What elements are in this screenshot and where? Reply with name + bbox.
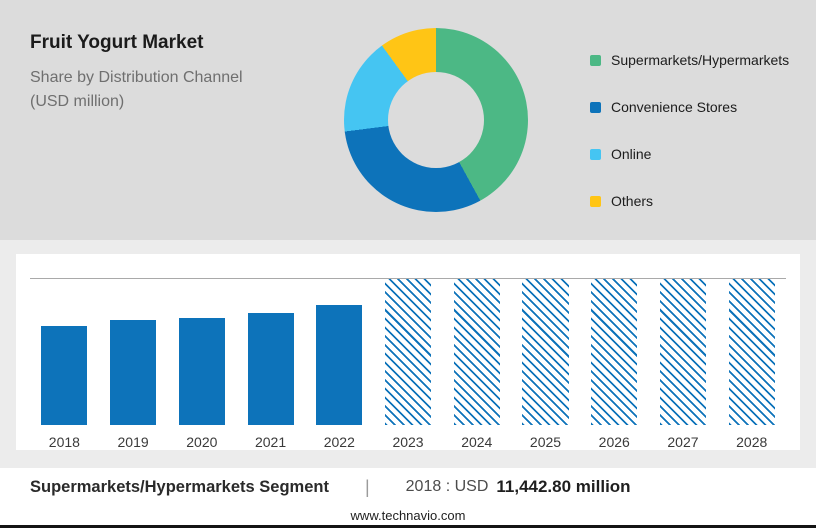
bar-slot-2028 bbox=[717, 279, 786, 425]
bar-slot-2022 bbox=[305, 279, 374, 425]
legend-swatch-icon bbox=[590, 101, 601, 113]
forecast-bar-2023 bbox=[385, 279, 432, 425]
x-label-2026: 2026 bbox=[598, 434, 630, 450]
x-label-2019: 2019 bbox=[117, 434, 149, 450]
bar-2021 bbox=[247, 312, 294, 425]
legend-item-supermarkets-hypermarkets: Supermarkets/Hypermarkets bbox=[590, 52, 804, 68]
forecast-bar-2027 bbox=[659, 279, 706, 425]
bar-slot-2020 bbox=[167, 279, 236, 425]
x-label-2023: 2023 bbox=[392, 434, 424, 450]
bar-chart-panel: 2018 2019 2020 2021 2022 2023 2024 2025 2026 2027… bbox=[16, 254, 800, 450]
x-label-2027: 2027 bbox=[667, 434, 699, 450]
bars-row bbox=[30, 278, 786, 425]
forecast-bar-2024 bbox=[453, 279, 500, 425]
legend-item-others: Others bbox=[590, 193, 804, 209]
bar-2020 bbox=[178, 318, 225, 425]
x-label-2021: 2021 bbox=[254, 434, 287, 450]
page-title: Fruit Yogurt Market bbox=[30, 32, 204, 53]
legend-item-convenience-stores: Convenience Stores bbox=[590, 99, 804, 115]
legend-swatch-icon bbox=[590, 148, 601, 160]
bar-slot-2021 bbox=[236, 279, 305, 425]
value-prefix: 2018 : USD bbox=[405, 478, 489, 495]
bar-slot-2023 bbox=[374, 279, 443, 425]
legend-label: Supermarkets/Hypermarkets bbox=[611, 52, 790, 68]
legend-label: Convenience Stores bbox=[611, 99, 738, 115]
bar-chart-plot: 2018 2019 2020 2021 2022 2023 2024 2025 2026 2027… bbox=[30, 278, 786, 450]
x-label-2028: 2028 bbox=[736, 434, 768, 450]
forecast-bar-2028 bbox=[728, 279, 775, 425]
forecast-bar-2025 bbox=[522, 279, 569, 425]
donut-hole bbox=[388, 72, 484, 168]
bar-slot-2025 bbox=[511, 279, 580, 425]
website-url: www.technavio.com bbox=[350, 508, 466, 523]
x-label-2020: 2020 bbox=[186, 434, 218, 450]
bar-2018 bbox=[41, 325, 88, 425]
bar-slot-2026 bbox=[580, 279, 649, 425]
bar-slot-2024 bbox=[442, 279, 511, 425]
bar-slot-2027 bbox=[649, 279, 718, 425]
donut-chart bbox=[344, 28, 528, 212]
x-label-2022: 2022 bbox=[323, 434, 355, 450]
subtitle-line-1: Share by Distribution Channel bbox=[30, 69, 243, 86]
subtitle-line-2: (USD million) bbox=[30, 93, 125, 110]
x-axis-labels: 2018 2019 2020 2021 2022 2023 2024 2025 2026 2027… bbox=[30, 434, 786, 450]
value-amount: 11,442.80 million bbox=[496, 477, 631, 496]
legend-item-online: Online bbox=[590, 146, 804, 162]
legend-swatch-icon bbox=[590, 54, 601, 66]
footer: Supermarkets/Hypermarkets Segment | 2018… bbox=[0, 468, 816, 525]
bar-slot-2018 bbox=[30, 279, 99, 425]
legend: Supermarkets/Hypermarkets Convenience Sto… bbox=[590, 0, 816, 240]
top-section: Fruit Yogurt Market Share by Distributio… bbox=[0, 0, 816, 240]
x-label-2018: 2018 bbox=[48, 434, 80, 450]
legend-label: Others bbox=[611, 193, 654, 209]
segment-label: Supermarkets/Hypermarkets Segment bbox=[30, 477, 329, 496]
title-block: Fruit Yogurt Market Share by Distributio… bbox=[0, 0, 330, 240]
separator: | bbox=[364, 476, 370, 497]
x-label-2025: 2025 bbox=[529, 434, 562, 450]
legend-label: Online bbox=[611, 146, 652, 162]
legend-swatch-icon bbox=[590, 195, 601, 207]
x-label-2024: 2024 bbox=[461, 434, 493, 450]
forecast-bar-2026 bbox=[591, 279, 638, 425]
bar-2019 bbox=[110, 319, 157, 425]
bar-slot-2019 bbox=[99, 279, 168, 425]
bar-2022 bbox=[316, 305, 363, 425]
footer-summary-row: Supermarkets/Hypermarkets Segment | 2018… bbox=[0, 468, 816, 506]
